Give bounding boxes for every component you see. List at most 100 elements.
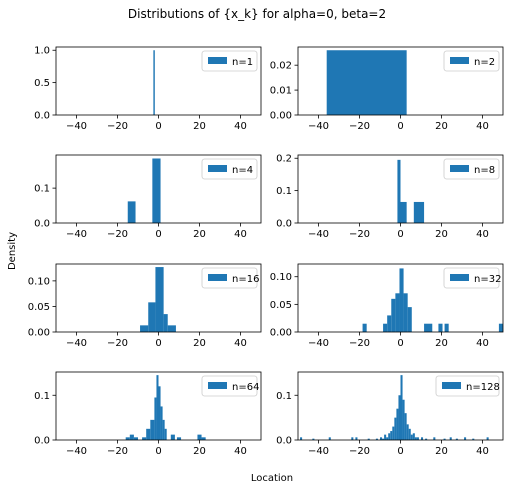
legend-box xyxy=(435,375,500,397)
histogram-bar xyxy=(158,386,161,440)
histogram-bar xyxy=(197,434,202,440)
legend-box xyxy=(443,158,500,180)
subplot-7: −40 −20 0 20 40 0.0 0.1 n=64 xyxy=(34,371,262,457)
y-tick-label: 0.2 xyxy=(276,154,292,165)
y-tick-label: 0.0 xyxy=(276,436,292,447)
histogram-bar xyxy=(387,315,392,332)
legend: n=4 xyxy=(201,158,258,180)
histogram-bar xyxy=(412,433,415,440)
subplot-5: −40 −20 0 20 40 0.00 0.05 0.10 n=16 xyxy=(28,263,262,349)
legend: n=2 xyxy=(443,50,500,72)
legend-box xyxy=(201,158,258,180)
legend-box xyxy=(201,50,258,72)
histogram-bar xyxy=(396,408,399,440)
histogram-bar xyxy=(170,434,175,440)
x-tick-label: −20 xyxy=(349,121,370,132)
legend-label: n=2 xyxy=(474,57,495,68)
histogram-bar xyxy=(395,293,400,332)
histogram-bar xyxy=(404,413,407,440)
legend-swatch xyxy=(450,274,469,281)
histogram-bar xyxy=(125,437,130,440)
histogram-bar xyxy=(400,375,403,440)
x-tick-label: 20 xyxy=(193,338,206,349)
x-tick-label: 40 xyxy=(476,446,489,457)
histogram-bar xyxy=(400,201,407,223)
histogram-bars xyxy=(362,268,503,332)
x-tick-label: −40 xyxy=(66,446,87,457)
y-tick-label: 0.10 xyxy=(270,272,292,283)
histogram-bar xyxy=(394,417,397,440)
histogram-bar xyxy=(167,325,176,332)
histogram-bar xyxy=(416,437,419,440)
x-tick-label: 0 xyxy=(155,229,161,240)
histogram-bar xyxy=(403,293,408,332)
histogram-bar xyxy=(438,323,443,332)
legend-box xyxy=(201,375,258,397)
legend: n=16 xyxy=(201,267,259,289)
subplot-2: −40 −20 0 20 40 0.00 0.01 0.02 n=2 xyxy=(270,46,504,132)
x-tick-label: −40 xyxy=(308,338,329,349)
x-tick-label: −40 xyxy=(308,229,329,240)
x-tick-label: 0 xyxy=(155,121,161,132)
legend-label: n=4 xyxy=(232,165,253,176)
y-tick-label: 0.05 xyxy=(270,300,292,311)
histogram-bar xyxy=(156,375,159,440)
histogram-bar xyxy=(129,434,134,440)
x-tick-label: −40 xyxy=(66,121,87,132)
histogram-bar xyxy=(449,437,452,440)
histogram-bar xyxy=(146,428,151,440)
x-tick-label: −40 xyxy=(308,446,329,457)
x-tick-label: 40 xyxy=(234,121,247,132)
histogram-bar xyxy=(391,298,396,332)
x-tick-label: 0 xyxy=(397,121,403,132)
x-tick-label: 20 xyxy=(193,446,206,457)
histogram-bar xyxy=(133,437,138,440)
x-tick-label: 0 xyxy=(397,446,403,457)
y-tick-label: 0.10 xyxy=(28,276,50,287)
histogram-bar xyxy=(163,314,168,332)
figure-y-label: Density xyxy=(7,232,18,270)
y-tick-label: 1.0 xyxy=(34,46,50,57)
x-tick-label: 40 xyxy=(476,338,489,349)
subplot-grid: −40 −20 0 20 400.00.51.0n=1−40 −20 0 20 400.000.… xyxy=(28,46,504,457)
legend-swatch xyxy=(208,57,227,64)
histogram-bar xyxy=(155,267,164,332)
y-tick-label: 0.1 xyxy=(276,391,292,402)
histogram-bar xyxy=(498,323,503,332)
histogram-bar xyxy=(383,323,388,332)
histogram-bar xyxy=(455,438,458,440)
legend-box xyxy=(443,267,500,289)
histogram-bar xyxy=(413,201,425,223)
y-tick-label: 0.01 xyxy=(270,86,292,97)
histogram-bars xyxy=(140,267,176,332)
y-tick-label: 0.1 xyxy=(276,186,292,197)
x-tick-label: 0 xyxy=(397,338,403,349)
histogram-bar xyxy=(390,431,393,440)
x-tick-label: −20 xyxy=(107,229,128,240)
histogram-bars xyxy=(397,159,425,223)
histogram-bar xyxy=(433,437,436,440)
histogram-bar xyxy=(382,438,385,440)
legend-label: n=1 xyxy=(232,57,253,68)
histogram-bar xyxy=(328,437,331,440)
histogram-bar xyxy=(464,437,467,440)
legend-box xyxy=(201,267,258,289)
x-tick-label: −20 xyxy=(349,338,370,349)
x-tick-label: 40 xyxy=(476,121,489,132)
histogram-bar xyxy=(326,50,407,115)
histogram-bar xyxy=(407,307,412,332)
x-tick-label: 20 xyxy=(435,121,448,132)
histogram-bar xyxy=(300,437,303,440)
histogram-bar xyxy=(380,437,383,440)
legend: n=64 xyxy=(201,375,259,397)
x-tick-label: 0 xyxy=(155,446,161,457)
x-tick-label: 40 xyxy=(234,446,247,457)
histogram-bar xyxy=(154,397,157,440)
figure-x-label: Location xyxy=(251,473,293,484)
histogram-bar xyxy=(375,438,378,440)
histogram-bars xyxy=(153,50,155,115)
histogram-bar xyxy=(384,434,387,440)
subplot-3: −40 −20 0 20 40 0.0 0.1 n=4 xyxy=(34,154,262,240)
histogram-bar xyxy=(443,438,446,440)
